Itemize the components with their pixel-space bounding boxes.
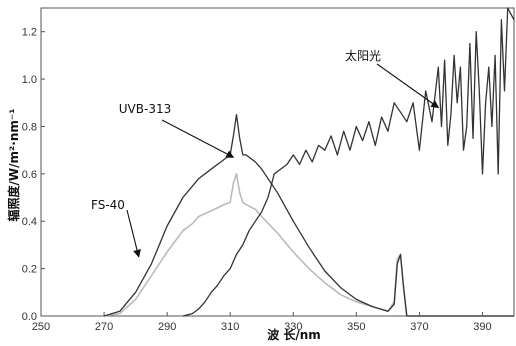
x-axis-label: 波 长/nm [267,327,321,342]
annotation-arrow-1 [126,209,141,258]
annotation-label-2: 太阳光 [345,48,381,63]
annotation-label-0: UVB-313 [119,102,171,116]
y-tick-label: 0.6 [22,169,37,181]
y-tick-label: 0.4 [22,216,37,228]
x-tick-label: 350 [347,321,365,333]
series-line-1 [103,173,514,317]
plot-border [40,7,515,317]
annotation-arrow-0 [161,119,235,158]
x-tick-label: 310 [221,321,239,333]
y-axis-ticks: 0.0 0.2 0.4 0.6 0.8 1.0 1.2 [22,27,45,323]
y-tick-label: 0.0 [22,311,37,323]
x-tick-label: 250 [32,321,50,333]
x-axis-ticks: 250 270 290 310 330 350 370 390 [32,312,492,333]
annotation-label-1: FS-40 [91,198,125,212]
x-tick-label: 330 [284,321,302,333]
series-layer [103,7,515,317]
x-tick-label: 270 [95,321,113,333]
x-tick-label: 390 [473,321,491,333]
y-tick-label: 0.8 [22,121,37,133]
y-axis-label: 辐照度/W/m²·nm⁻¹ [6,109,21,222]
annotation-arrow-2 [376,63,440,109]
plot-frame [40,7,515,317]
y-tick-label: 0.2 [22,264,37,276]
y-tick-label: 1.2 [22,27,37,39]
x-tick-label: 370 [410,321,428,333]
series-line-0 [103,113,514,317]
x-tick-label: 290 [158,321,176,333]
annotation-layer: UVB-313 FS-40 太阳光 [91,48,440,258]
y-tick-label: 1.0 [22,74,37,86]
series-line-2 [182,7,515,317]
